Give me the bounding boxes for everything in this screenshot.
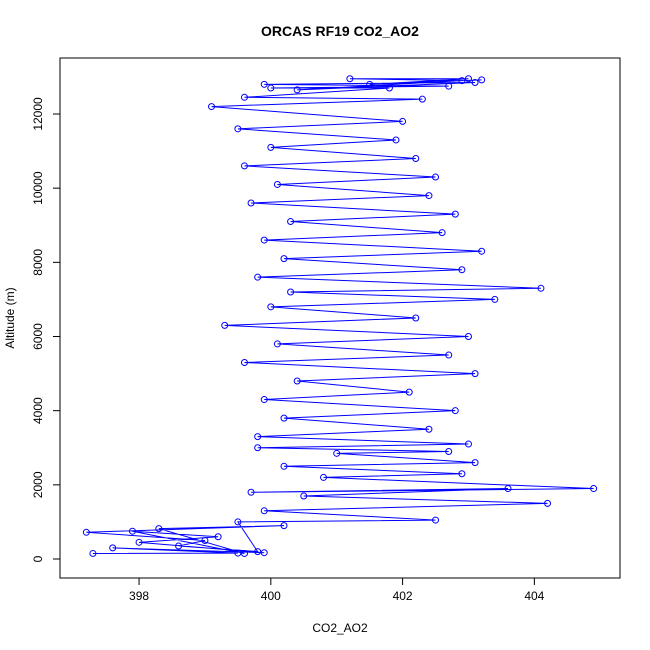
data-point (240, 549, 248, 557)
data-point (346, 75, 354, 83)
data-point (544, 499, 552, 507)
data-point (267, 143, 275, 151)
series-line (86, 78, 594, 554)
data-point (240, 358, 248, 366)
data-point (247, 199, 255, 207)
data-point (260, 549, 268, 557)
y-tick-label: 0 (31, 555, 45, 562)
data-point (320, 473, 328, 481)
data-point (273, 180, 281, 188)
data-point (201, 536, 209, 544)
data-point (221, 321, 229, 329)
data-point (240, 162, 248, 170)
data-point (471, 459, 479, 467)
data-point (214, 533, 222, 541)
data-point (471, 78, 479, 86)
data-point (458, 77, 466, 85)
data-point (478, 247, 486, 255)
data-point (464, 440, 472, 448)
data-point (254, 548, 262, 556)
plot-frame (59, 57, 621, 579)
data-point (280, 414, 288, 422)
data-point (385, 84, 393, 92)
data-point (287, 288, 295, 296)
data-point (135, 538, 143, 546)
data-point (590, 485, 598, 493)
data-point (366, 80, 374, 88)
data-point (464, 333, 472, 341)
data-point (399, 117, 407, 125)
data-point (438, 229, 446, 237)
y-tick-label: 4000 (31, 397, 45, 424)
data-point (471, 370, 479, 378)
x-axis-label: CO2_AO2 (312, 621, 368, 635)
data-point (234, 518, 242, 526)
data-point (280, 522, 288, 530)
data-point (464, 75, 472, 83)
data-point (432, 516, 440, 524)
y-axis-label: Altitude (m) (3, 287, 17, 348)
data-point (405, 388, 413, 396)
data-point (412, 154, 420, 162)
data-point (425, 192, 433, 200)
data-point (234, 549, 242, 557)
data-point (293, 86, 301, 94)
data-point (254, 273, 262, 281)
data-point (128, 527, 136, 535)
data-point (260, 80, 268, 88)
data-point (412, 314, 420, 322)
data-point (451, 407, 459, 415)
data-point (451, 210, 459, 218)
data-point (175, 542, 183, 550)
data-point (425, 425, 433, 433)
x-tick-label: 400 (261, 589, 281, 603)
data-point (432, 173, 440, 181)
data-point (267, 84, 275, 92)
data-point (504, 485, 512, 493)
data-point (247, 488, 255, 496)
y-tick-label: 12000 (31, 97, 45, 131)
data-point (333, 449, 341, 457)
data-point (478, 76, 486, 84)
data-point (392, 136, 400, 144)
data-point (458, 266, 466, 274)
y-tick-label: 2000 (31, 471, 45, 498)
data-point (458, 470, 466, 478)
data-point (273, 340, 281, 348)
y-tick-label: 6000 (31, 323, 45, 350)
data-point (82, 528, 90, 536)
data-point (254, 444, 262, 452)
x-tick-label: 402 (393, 589, 413, 603)
data-point (260, 236, 268, 244)
data-point (89, 549, 97, 557)
data-point (418, 95, 426, 103)
x-tick-label: 404 (524, 589, 544, 603)
data-point (260, 507, 268, 515)
data-point (109, 544, 117, 552)
data-point (254, 433, 262, 441)
data-point (280, 462, 288, 470)
data-point (445, 82, 453, 90)
data-point (240, 93, 248, 101)
data-point (287, 218, 295, 226)
data-point (155, 525, 163, 533)
data-point (234, 125, 242, 133)
chart-title: ORCAS RF19 CO2_AO2 (261, 23, 419, 39)
data-point (445, 447, 453, 455)
data-point (491, 295, 499, 303)
data-point (445, 351, 453, 359)
data-point (208, 103, 216, 111)
data-point (300, 492, 308, 500)
data-point (267, 303, 275, 311)
data-point (280, 255, 288, 263)
y-tick-label: 10000 (31, 171, 45, 205)
x-tick-label: 398 (129, 589, 149, 603)
data-point (537, 284, 545, 292)
data-point (260, 396, 268, 404)
data-point (293, 377, 301, 385)
y-tick-label: 8000 (31, 249, 45, 276)
